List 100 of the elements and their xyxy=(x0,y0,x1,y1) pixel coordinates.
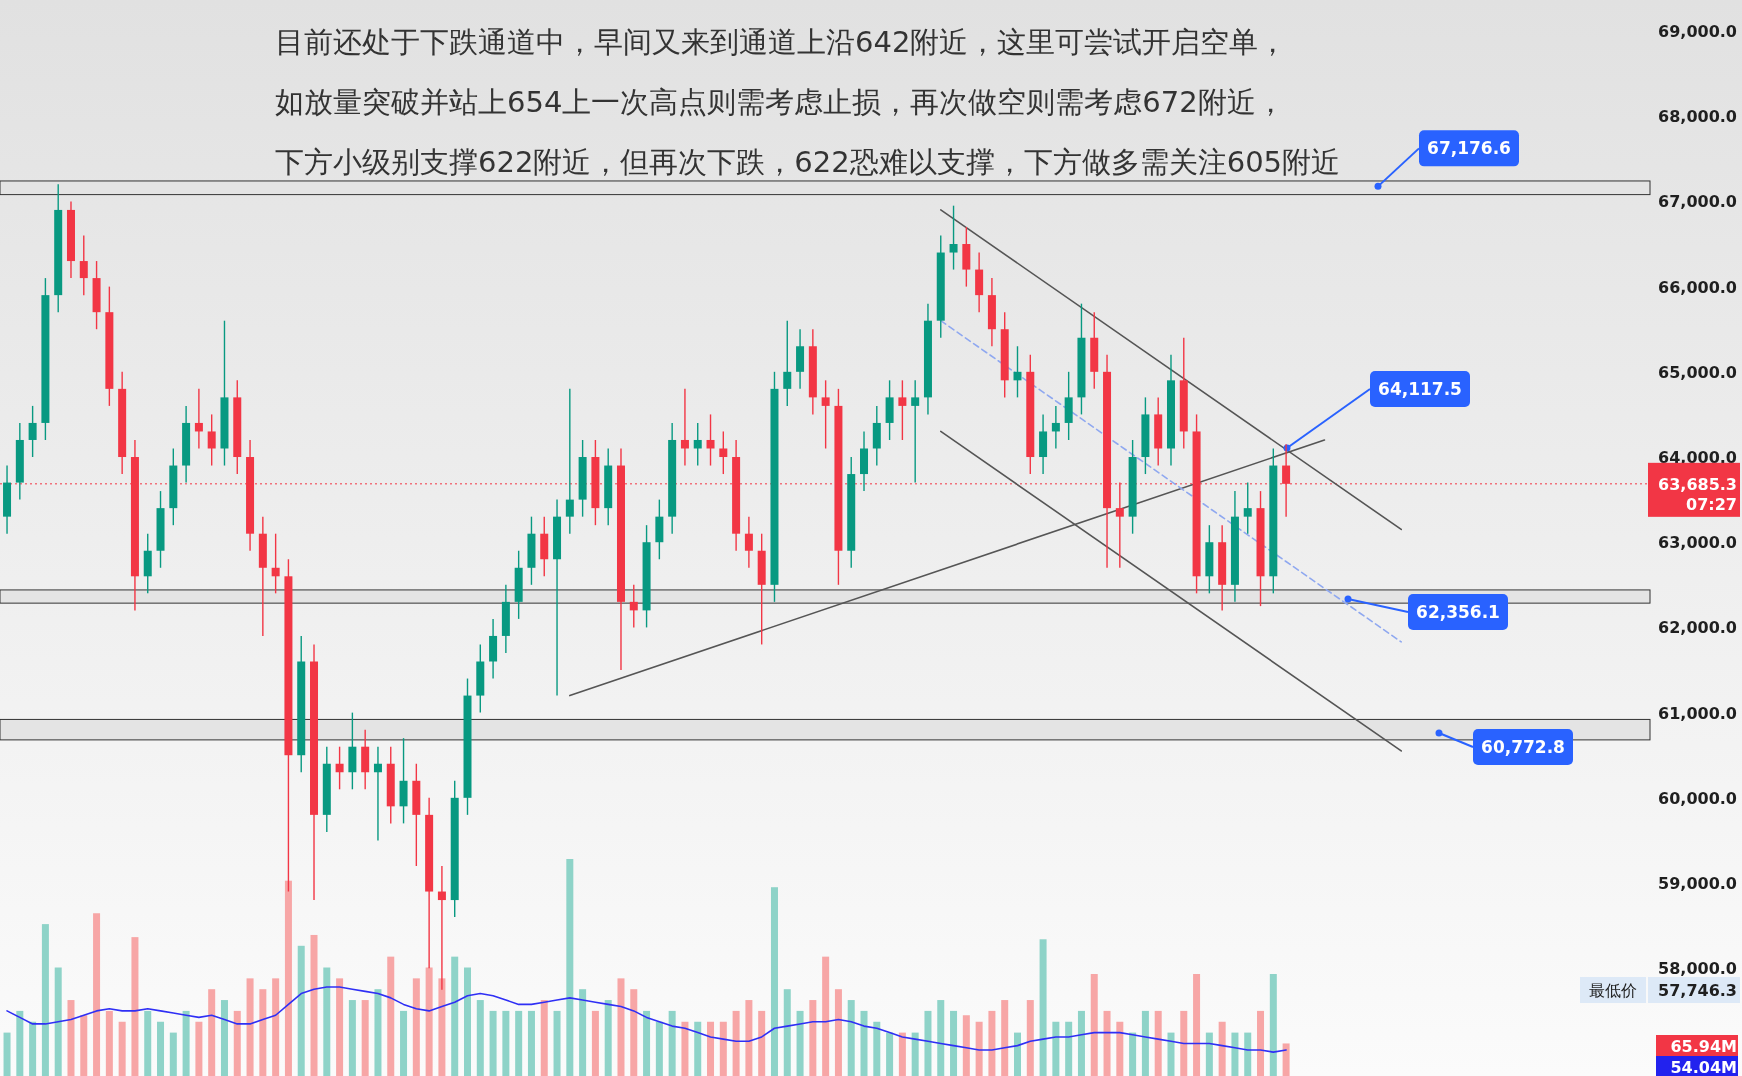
bar xyxy=(1167,1032,1175,1076)
candlestick xyxy=(1013,345,1022,399)
bar xyxy=(630,989,638,1076)
bar xyxy=(809,1000,817,1076)
bar xyxy=(93,913,101,1076)
text: 65.94M xyxy=(1670,1037,1737,1056)
bar xyxy=(707,1021,715,1076)
candlestick xyxy=(629,584,638,629)
bar xyxy=(962,1015,970,1076)
annotation: 目前还处于下跌通道中，早间又来到通道上沿642附近，这里可尝试开启空单， xyxy=(275,25,1288,59)
bar xyxy=(937,1000,945,1076)
y-tick-label: 63,000.0 xyxy=(1658,533,1737,553)
bar xyxy=(770,887,778,1076)
bar xyxy=(246,978,254,1076)
bar xyxy=(1193,974,1201,1076)
bar xyxy=(668,1010,676,1076)
y-tick-label: 69,000.0 xyxy=(1658,22,1737,42)
bar xyxy=(502,1010,510,1076)
y-tick-label: 65,000.0 xyxy=(1658,362,1737,382)
bar xyxy=(3,1032,11,1076)
candlestick xyxy=(821,379,830,450)
bar xyxy=(374,989,382,1076)
text: 54.04M xyxy=(1670,1058,1737,1076)
bar xyxy=(144,1010,152,1076)
candlestick xyxy=(373,746,382,842)
bar xyxy=(438,978,446,1076)
bar xyxy=(745,1000,753,1076)
bar xyxy=(1205,1032,1213,1076)
text: 07:27 xyxy=(1686,494,1737,514)
bar xyxy=(1282,1043,1290,1076)
bar xyxy=(617,978,625,1076)
bar xyxy=(387,956,395,1076)
bar xyxy=(591,1010,599,1076)
bar xyxy=(29,1021,37,1076)
bar xyxy=(655,1021,663,1076)
bar xyxy=(886,1032,894,1076)
bar xyxy=(1269,974,1277,1076)
candlestick xyxy=(335,746,344,790)
bar xyxy=(579,989,587,1076)
bar xyxy=(911,1032,919,1076)
bar xyxy=(80,1015,88,1076)
bar xyxy=(1090,974,1098,1076)
candlestick xyxy=(207,413,216,467)
annotation: 下方小级别支撑622附近，但再次下跌，622恐难以支撑，下方做多需关注605附近 xyxy=(275,145,1341,179)
bar xyxy=(924,1010,932,1076)
bar xyxy=(323,967,331,1076)
bar xyxy=(1052,1021,1060,1076)
candlestick xyxy=(706,413,715,467)
bar xyxy=(822,956,830,1076)
bar xyxy=(425,967,433,1076)
bar xyxy=(489,1010,497,1076)
bar xyxy=(732,1010,740,1076)
candlestick xyxy=(949,204,958,271)
bar xyxy=(643,1010,651,1076)
bar xyxy=(400,1010,408,1076)
bar xyxy=(1231,1032,1239,1076)
bar xyxy=(834,989,842,1076)
ref-line-label: 63,685.3 xyxy=(1658,474,1737,494)
bar xyxy=(451,956,459,1076)
bar xyxy=(412,978,420,1076)
bar xyxy=(1244,1032,1252,1076)
candlestick xyxy=(194,388,203,450)
bar xyxy=(361,1000,369,1076)
bar xyxy=(1026,1000,1034,1076)
bar xyxy=(297,945,305,1076)
y-tick-label: 60,000.0 xyxy=(1658,788,1737,808)
bar xyxy=(195,1021,203,1076)
bar xyxy=(694,1021,702,1076)
candlestick xyxy=(911,379,920,484)
bar xyxy=(860,1010,868,1076)
bar xyxy=(157,1021,165,1076)
candlestick xyxy=(783,320,792,407)
bar xyxy=(975,1021,983,1076)
bar xyxy=(527,1010,535,1076)
bar xyxy=(348,1000,356,1076)
bar xyxy=(898,1032,906,1076)
bar xyxy=(1180,1010,1188,1076)
bar xyxy=(847,1000,855,1076)
bar xyxy=(131,937,139,1076)
text: 57,746.3 xyxy=(1658,981,1737,1000)
bar xyxy=(1077,1010,1085,1076)
bar xyxy=(515,1010,523,1076)
y-tick-label: 68,000.0 xyxy=(1658,107,1737,127)
y-tick-label: 67,000.0 xyxy=(1658,192,1737,212)
bar xyxy=(1141,1010,1149,1076)
candlestick xyxy=(744,515,753,569)
bar xyxy=(1001,1000,1009,1076)
bar xyxy=(950,1010,958,1076)
bar xyxy=(783,989,791,1076)
candlestick xyxy=(79,234,88,296)
bar xyxy=(476,1000,484,1076)
bar xyxy=(566,859,574,1076)
candlestick xyxy=(680,388,689,467)
bar xyxy=(284,880,292,1076)
candlestick xyxy=(719,430,728,475)
y-tick-label: 64,000.0 xyxy=(1658,448,1737,468)
annotation: 最低价 xyxy=(1589,981,1637,1000)
y-tick-label: 62,000.0 xyxy=(1658,618,1737,638)
bar xyxy=(182,1010,190,1076)
bar xyxy=(1039,939,1047,1076)
